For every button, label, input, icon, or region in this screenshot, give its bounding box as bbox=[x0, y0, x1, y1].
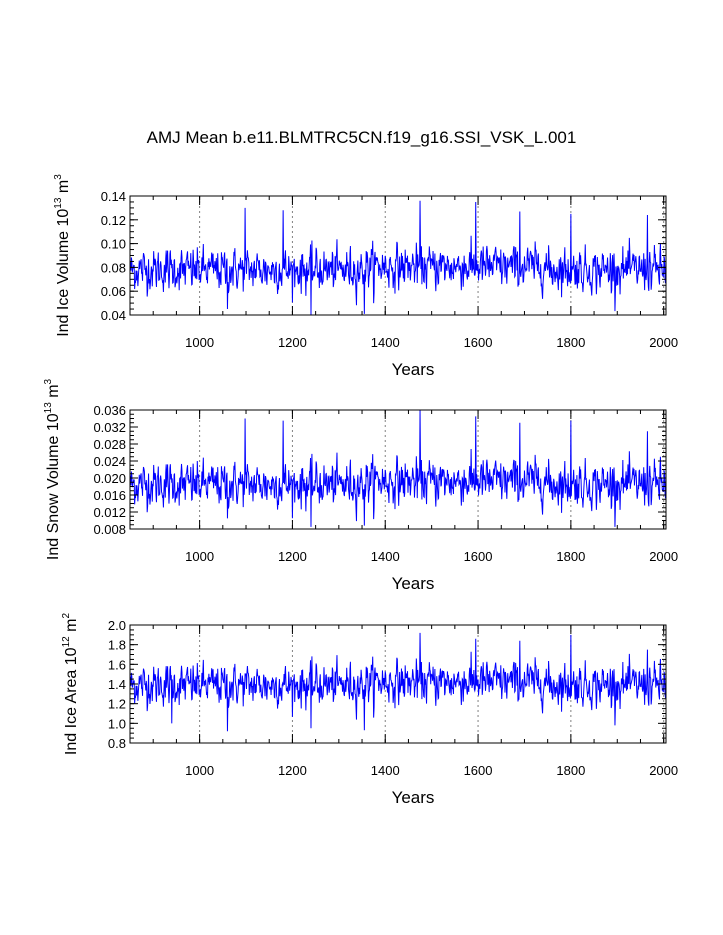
y-tick-label: 0.08 bbox=[101, 260, 126, 275]
y-axis-label-text: Ind Ice Volume 10 bbox=[55, 209, 72, 337]
y-tick-label: 1.0 bbox=[108, 716, 126, 731]
x-tick-label: 2000 bbox=[649, 335, 678, 350]
y-axis-label: Ind Ice Area 1012 m2 bbox=[61, 613, 80, 756]
y-tick-label: 0.036 bbox=[93, 403, 126, 418]
y-tick-label: 0.016 bbox=[93, 488, 126, 503]
y-tick-label: 0.012 bbox=[93, 505, 126, 520]
y-axis-label-superscript: 3 bbox=[53, 174, 64, 180]
y-tick-label: 0.024 bbox=[93, 454, 126, 469]
y-axis-label: Ind Ice Volume 1013 m3 bbox=[53, 174, 72, 337]
x-tick-label: 1200 bbox=[278, 549, 307, 564]
x-axis-label: Years bbox=[392, 360, 435, 379]
x-tick-label: 1000 bbox=[185, 335, 214, 350]
y-tick-label: 0.032 bbox=[93, 420, 126, 435]
x-tick-label: 1000 bbox=[185, 549, 214, 564]
x-tick-label: 1800 bbox=[556, 549, 585, 564]
x-tick-label: 1600 bbox=[464, 549, 493, 564]
x-tick-label: 1400 bbox=[371, 335, 400, 350]
y-tick-label: 0.14 bbox=[101, 189, 126, 204]
series-line bbox=[129, 409, 667, 527]
y-tick-label: 0.10 bbox=[101, 237, 126, 252]
x-tick-label: 1400 bbox=[371, 763, 400, 778]
y-axis-label-superscript: 13 bbox=[53, 197, 64, 209]
y-tick-label: 0.12 bbox=[101, 213, 126, 228]
x-tick-label: 2000 bbox=[649, 763, 678, 778]
panel-2: 1000 1200 1400 1600 1800 2000 0.008 0.012 0.016 0… bbox=[43, 378, 678, 593]
y-tick-label: 0.008 bbox=[93, 522, 126, 537]
y-tick-label: 0.020 bbox=[93, 471, 126, 486]
y-tick-label: 1.2 bbox=[108, 697, 126, 712]
y-axis-label: Ind Snow Volume 1013 m3 bbox=[43, 378, 62, 560]
x-tick-label: 1400 bbox=[371, 549, 400, 564]
y-tick-label: 1.6 bbox=[108, 657, 126, 672]
y-axis-label-superscript: 12 bbox=[61, 636, 72, 648]
y-axis-label-text: m bbox=[63, 619, 80, 637]
y-axis-label-text: Ind Snow Volume 10 bbox=[45, 413, 62, 560]
panel-3: 1000 1200 1400 1600 1800 2000 0.8 1.0 1.2 1.4 1.6 1… bbox=[61, 613, 678, 807]
y-axis-label-superscript: 13 bbox=[43, 402, 54, 414]
x-tick-label: 1600 bbox=[464, 763, 493, 778]
y-tick-label: 1.8 bbox=[108, 638, 126, 653]
y-axis-label-superscript: 2 bbox=[61, 613, 72, 619]
series-line bbox=[129, 200, 667, 316]
y-tick-label: 0.8 bbox=[108, 736, 126, 751]
x-tick-label: 1200 bbox=[278, 335, 307, 350]
y-tick-label: 0.04 bbox=[101, 308, 126, 323]
y-axis-label-text: Ind Ice Area 10 bbox=[63, 647, 80, 755]
x-tick-label: 1600 bbox=[464, 335, 493, 350]
x-tick-label: 1000 bbox=[185, 763, 214, 778]
y-axis-label-superscript: 3 bbox=[43, 378, 54, 384]
x-axis-label: Years bbox=[392, 788, 435, 807]
y-tick-label: 2.0 bbox=[108, 618, 126, 633]
y-tick-label: 0.028 bbox=[93, 437, 126, 452]
x-tick-label: 1200 bbox=[278, 763, 307, 778]
panel-1: 1000 1200 1400 1600 1800 2000 0.04 0.06 0.08 0.10… bbox=[53, 174, 678, 379]
x-tick-label: 2000 bbox=[649, 549, 678, 564]
y-tick-label: 1.4 bbox=[108, 677, 126, 692]
series-line bbox=[129, 632, 667, 732]
chart-title: AMJ Mean b.e11.BLMTRC5CN.f19_g16.SSI_VSK… bbox=[146, 128, 577, 147]
y-axis-label-text: m bbox=[45, 384, 62, 402]
y-tick-label: 0.06 bbox=[101, 284, 126, 299]
x-axis-label: Years bbox=[392, 574, 435, 593]
y-axis-label-text: m bbox=[55, 180, 72, 198]
x-tick-label: 1800 bbox=[556, 763, 585, 778]
x-tick-label: 1800 bbox=[556, 335, 585, 350]
